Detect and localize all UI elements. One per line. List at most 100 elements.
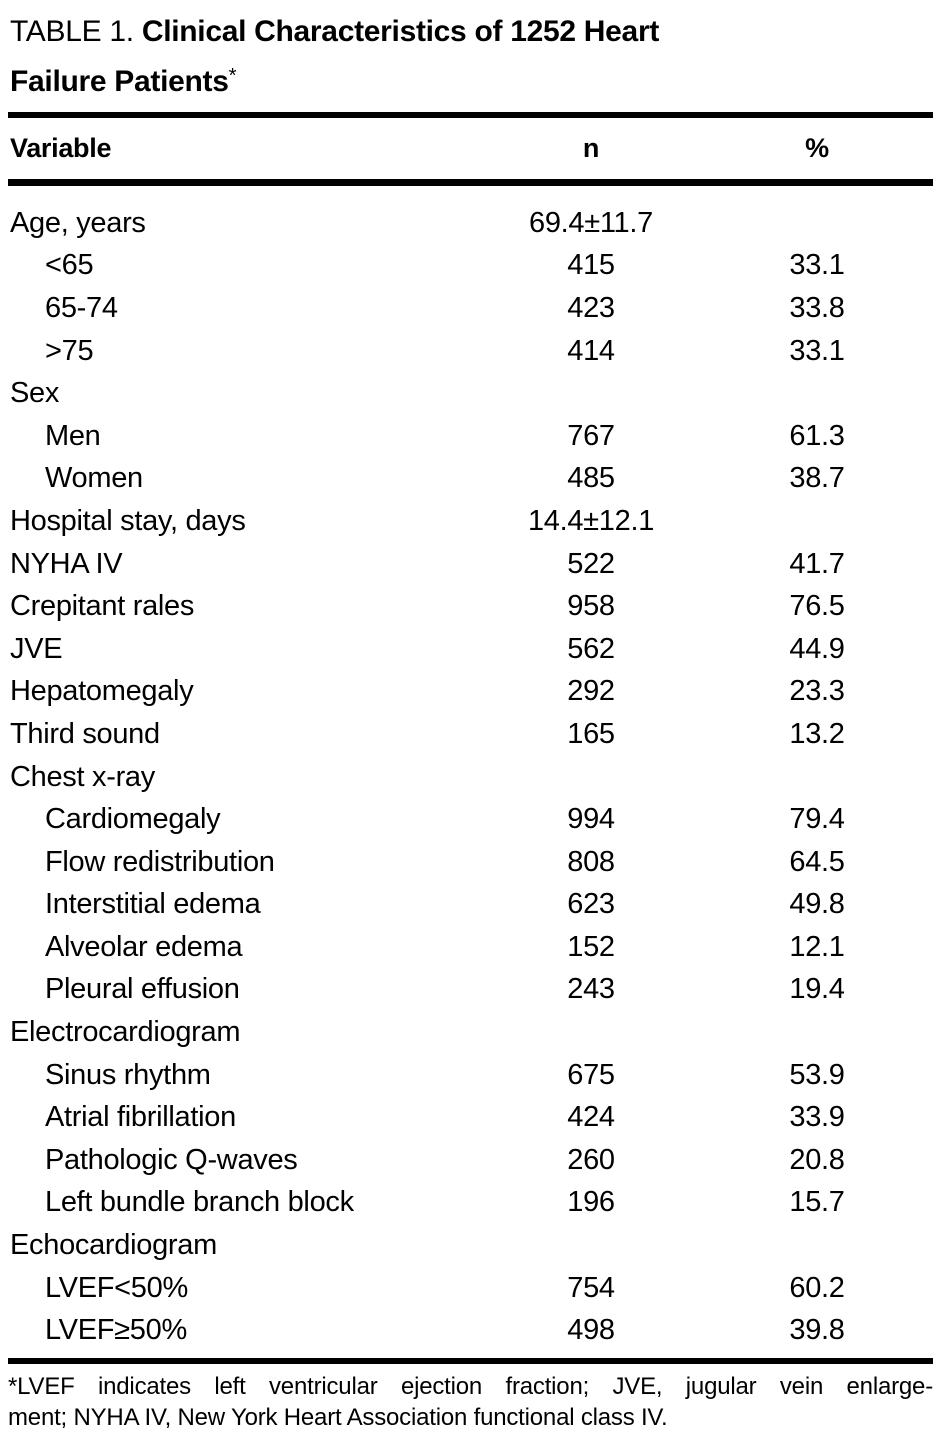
row-n-value: 243 xyxy=(567,973,615,1006)
row-percent-value: 33.1 xyxy=(789,334,845,367)
table-row: Third sound 165 13.2 xyxy=(10,713,943,756)
table-title-line2: Failure Patients xyxy=(10,65,229,98)
row-n-value: 14.4±12.1 xyxy=(527,504,655,537)
table-header-row: Variable n % xyxy=(0,118,943,179)
row-percent-value: 19.4 xyxy=(789,973,845,1006)
row-percent-value: 60.2 xyxy=(789,1271,845,1304)
table-row: JVE 562 44.9 xyxy=(10,628,943,671)
row-n-value: 562 xyxy=(567,632,615,665)
paper-table-page: TABLE 1. Clinical Characteristics of 125… xyxy=(0,10,943,1433)
row-label: LVEF≥50% xyxy=(45,1314,187,1347)
table-row: Chest x-ray xyxy=(10,756,943,799)
footnote-line-1: *LVEF indicates left ventricular ejectio… xyxy=(8,1373,933,1401)
table-title-line1: Clinical Characteristics of 1252 Heart xyxy=(141,15,660,48)
row-n-value: 415 xyxy=(567,249,615,282)
row-label: Hepatomegaly xyxy=(10,675,194,708)
table-row: NYHA IV 522 41.7 xyxy=(10,543,943,586)
row-percent-value: 33.1 xyxy=(789,249,845,282)
table-row: Hepatomegaly 292 23.3 xyxy=(10,671,943,714)
row-label: Pathologic Q-waves xyxy=(45,1143,298,1176)
row-label: Men xyxy=(45,419,101,452)
row-label: Electrocardiogram xyxy=(10,1016,241,1049)
column-header-n: n xyxy=(582,133,600,163)
table-row: Electrocardiogram xyxy=(10,1011,943,1054)
row-percent-value: 39.8 xyxy=(789,1314,845,1347)
table-row: Sex xyxy=(10,372,943,415)
row-label: Flow redistribution xyxy=(45,845,275,878)
row-n-value: 292 xyxy=(567,675,615,708)
row-label: Atrial fibrillation xyxy=(45,1101,236,1134)
row-label: Crepitant rales xyxy=(10,590,195,623)
table-title: TABLE 1. Clinical Characteristics of 125… xyxy=(10,10,931,104)
row-label: Hospital stay, days xyxy=(10,504,246,537)
row-n-value: 958 xyxy=(567,590,615,623)
row-label: Chest x-ray xyxy=(10,760,155,793)
table-row: Flow redistribution 808 64.5 xyxy=(10,841,943,884)
table-row: Men 767 61.3 xyxy=(10,415,943,458)
row-label: Left bundle branch block xyxy=(45,1186,354,1219)
row-label: NYHA IV xyxy=(10,547,123,580)
row-percent-value: 33.8 xyxy=(789,291,845,324)
row-percent-value: 61.3 xyxy=(789,419,845,452)
table-body: Age, years 69.4±11.7 <65 415 33.1 65-74 423 33.… xyxy=(0,202,943,1352)
row-percent-value: 44.9 xyxy=(789,632,845,665)
footnote-line-2: ment; NYHA IV, New York Heart Associatio… xyxy=(8,1404,668,1432)
row-n-value: 414 xyxy=(567,334,615,367)
table-row: LVEF≥50% 498 39.8 xyxy=(10,1309,943,1352)
row-label: Cardiomegaly xyxy=(45,803,221,836)
table-row: Sinus rhythm 675 53.9 xyxy=(10,1054,943,1097)
row-label: Age, years xyxy=(10,206,146,239)
table-row: <65 415 33.1 xyxy=(10,245,943,288)
column-header-variable: Variable xyxy=(10,133,112,163)
column-header-percent: % xyxy=(805,133,829,163)
table-row: Echocardiogram xyxy=(10,1224,943,1267)
row-label: Third sound xyxy=(10,717,160,750)
row-percent-value: 79.4 xyxy=(789,803,845,836)
row-percent-value: 64.5 xyxy=(789,845,845,878)
table-row: Hospital stay, days 14.4±12.1 xyxy=(10,500,943,543)
row-n-value: 675 xyxy=(567,1058,615,1091)
row-n-value: 196 xyxy=(567,1186,615,1219)
table-row: LVEF<50% 754 60.2 xyxy=(10,1267,943,1310)
row-n-value: 485 xyxy=(567,462,615,495)
row-percent-value: 49.8 xyxy=(789,888,845,921)
row-percent-value: 33.9 xyxy=(789,1101,845,1134)
table-row: Interstitial edema 623 49.8 xyxy=(10,884,943,927)
row-label: Echocardiogram xyxy=(10,1229,217,1262)
row-label: >75 xyxy=(45,334,94,367)
row-n-value: 260 xyxy=(567,1143,615,1176)
table-footnote: *LVEF indicates left ventricular ejectio… xyxy=(8,1371,933,1433)
table-row: Left bundle branch block 196 15.7 xyxy=(10,1182,943,1225)
table-row: Alveolar edema 152 12.1 xyxy=(10,926,943,969)
table-row: 65-74 423 33.8 xyxy=(10,287,943,330)
table-row: Pleural effusion 243 19.4 xyxy=(10,969,943,1012)
table-row: >75 414 33.1 xyxy=(10,330,943,373)
row-label: Women xyxy=(45,462,143,495)
row-n-value: 994 xyxy=(567,803,615,836)
row-label: Sinus rhythm xyxy=(45,1058,211,1091)
row-percent-value: 13.2 xyxy=(789,717,845,750)
row-label: 65-74 xyxy=(45,291,118,324)
table-number-label: TABLE 1. xyxy=(10,15,134,48)
table-row: Age, years 69.4±11.7 xyxy=(10,202,943,245)
row-n-value: 152 xyxy=(567,930,615,963)
row-percent-value: 53.9 xyxy=(789,1058,845,1091)
row-n-value: 423 xyxy=(567,291,615,324)
row-label: Alveolar edema xyxy=(45,930,243,963)
row-percent-value: 41.7 xyxy=(789,547,845,580)
row-n-value: 69.4±11.7 xyxy=(529,206,653,239)
table-row: Pathologic Q-waves 260 20.8 xyxy=(10,1139,943,1182)
row-label: LVEF<50% xyxy=(45,1271,188,1304)
row-percent-value: 20.8 xyxy=(789,1143,845,1176)
row-label: Sex xyxy=(10,377,60,410)
row-n-value: 754 xyxy=(567,1271,615,1304)
table-row: Women 485 38.7 xyxy=(10,458,943,501)
row-percent-value: 38.7 xyxy=(789,462,845,495)
footnote-rule xyxy=(8,1358,933,1365)
table-row: Crepitant rales 958 76.5 xyxy=(10,585,943,628)
row-percent-value: 23.3 xyxy=(789,675,845,708)
header-rule xyxy=(8,179,933,186)
title-footnote-marker: * xyxy=(228,65,237,87)
row-n-value: 424 xyxy=(567,1101,615,1134)
row-percent-value: 76.5 xyxy=(789,590,845,623)
